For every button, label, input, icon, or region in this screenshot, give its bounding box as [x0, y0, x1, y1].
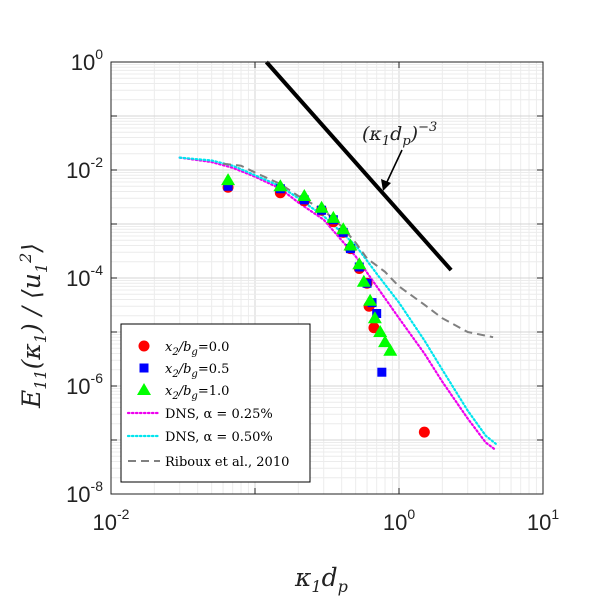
- series-1-point: [223, 181, 233, 191]
- series-2-point: [367, 311, 382, 324]
- legend-label-4: DNS, α = 0.50%: [165, 430, 273, 445]
- series-2-point: [221, 173, 236, 186]
- annotation-arrow-head: [381, 179, 391, 191]
- y-tick-label-1: 10-2: [66, 154, 103, 183]
- series-1-point: [377, 367, 387, 377]
- series-2: [221, 173, 398, 356]
- legend-marker-2: [137, 383, 151, 395]
- series-6-line: [264, 60, 453, 272]
- legend-label-0: x2/bg=0.0: [165, 340, 229, 358]
- y-tick-label-0: 100: [71, 46, 103, 75]
- series-4-line: [178, 156, 497, 445]
- x-tick-label-0: 10-2: [93, 506, 130, 535]
- legend-box: [120, 323, 311, 483]
- series-2-point: [378, 335, 393, 348]
- legend-label-3: DNS, α = 0.25%: [165, 407, 273, 422]
- tick-labels: 10-2 100 101 100 10-2 10-4 10-6 10-8: [66, 46, 559, 535]
- x-tick-label-2: 101: [527, 506, 559, 535]
- legend-markers: [126, 340, 162, 462]
- annotation-arrow-line: [385, 149, 403, 185]
- y-tick-label-2: 10-4: [66, 262, 103, 291]
- series-4: [178, 156, 497, 445]
- series-2-point: [383, 343, 398, 356]
- series-2-point: [297, 189, 312, 202]
- series-0-point: [368, 322, 380, 334]
- slope-annotation: (κ1dp)−3: [362, 120, 437, 149]
- legend: x2/bg=0.0 x2/bg=0.5 x2/bg=1.0 DNS, α = 0…: [120, 323, 311, 483]
- legend-marker-1: [139, 363, 149, 373]
- series-3: [178, 156, 497, 452]
- series-5: [222, 162, 494, 339]
- legend-marker-0: [138, 340, 150, 352]
- y-axis-label: E11(κ1) / ⟨u12⟩: [16, 243, 51, 409]
- legend-label-2: x2/bg=1.0: [165, 384, 229, 402]
- series-0-point: [418, 426, 430, 438]
- series-3-line: [178, 156, 497, 452]
- series-2-point: [326, 210, 341, 223]
- series-2-point: [356, 274, 371, 287]
- legend-label-5: Riboux et al., 2010: [165, 455, 289, 470]
- tick-marks: [110, 61, 544, 495]
- x-axis-label: κ1dp: [294, 563, 348, 596]
- y-tick-label-3: 10-6: [66, 370, 103, 399]
- series-2-point: [343, 238, 358, 251]
- series-2-point: [273, 179, 288, 192]
- plot-series: [178, 60, 497, 452]
- x-tick-label-1: 100: [383, 506, 415, 535]
- y-tick-label-4: 10-8: [66, 478, 103, 507]
- legend-label-1: x2/bg=0.5: [165, 362, 229, 380]
- series-2-point: [352, 257, 367, 270]
- series-2-point: [373, 325, 388, 337]
- series-2-point: [363, 293, 378, 306]
- series-6: [264, 60, 453, 272]
- series-2-point: [336, 222, 351, 235]
- series-5-line: [222, 162, 494, 339]
- series-1-point: [372, 309, 382, 319]
- series-2-point: [314, 200, 329, 213]
